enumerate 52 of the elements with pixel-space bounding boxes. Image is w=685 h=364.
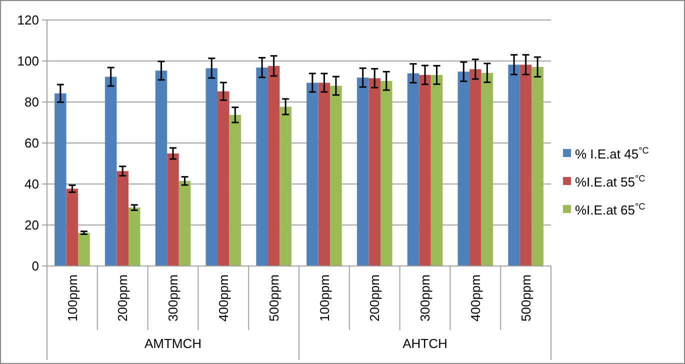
bar xyxy=(508,64,520,266)
bar xyxy=(268,66,280,266)
x-tick-label: 400ppm xyxy=(216,274,231,322)
bar xyxy=(330,86,342,266)
bar xyxy=(407,73,420,266)
bar xyxy=(54,93,66,266)
x-tick-label: 300ppm xyxy=(418,274,433,322)
x-tick-label: 400ppm xyxy=(468,274,483,322)
legend-label: % I.E.at 45$^{°C}$ xyxy=(575,146,650,162)
bar xyxy=(128,208,140,266)
bar xyxy=(218,91,230,266)
bar xyxy=(66,188,78,266)
bar xyxy=(356,78,369,266)
y-tick-label: 40 xyxy=(24,176,39,192)
text: AMTMCH xyxy=(144,336,202,351)
bar xyxy=(206,68,218,266)
bar xyxy=(229,114,242,266)
bar xyxy=(280,106,292,266)
x-tick-label: 200ppm xyxy=(367,274,382,322)
bar xyxy=(256,68,268,266)
y-tick-label: 80 xyxy=(24,94,39,110)
legend-label: %I.E.at 65$^{°C}$ xyxy=(575,202,646,218)
bar xyxy=(430,74,443,266)
y-tick-label: 100 xyxy=(17,54,39,69)
bar xyxy=(318,82,330,266)
x-tick-label: 100ppm xyxy=(316,274,332,322)
y-tick-label: 20 xyxy=(24,218,39,233)
bar xyxy=(419,74,431,266)
bar xyxy=(520,64,532,266)
bar xyxy=(532,66,544,266)
x-tick-label: 100ppm xyxy=(64,274,80,322)
x-tick-label: 500ppm xyxy=(518,274,534,322)
bar xyxy=(178,180,191,266)
bar xyxy=(306,82,318,266)
y-tick-label: 0 xyxy=(32,258,39,274)
bar xyxy=(481,72,494,266)
y-tick-label: 120 xyxy=(17,12,39,28)
text: AHTCH xyxy=(402,336,448,351)
bar xyxy=(104,76,117,266)
bar xyxy=(167,153,179,266)
legend-label: %I.E.at 55$^{°C}$ xyxy=(575,174,646,190)
bar xyxy=(458,72,470,266)
bar xyxy=(155,70,168,266)
bar xyxy=(116,171,128,266)
bar xyxy=(470,69,482,266)
x-tick-label: 500ppm xyxy=(266,274,282,322)
x-tick-label: 200ppm xyxy=(115,274,130,322)
x-tick-label: 300ppm xyxy=(166,274,181,322)
bar xyxy=(78,232,90,266)
bar xyxy=(368,78,380,266)
y-tick-label: 60 xyxy=(24,136,39,151)
bar xyxy=(380,80,392,266)
